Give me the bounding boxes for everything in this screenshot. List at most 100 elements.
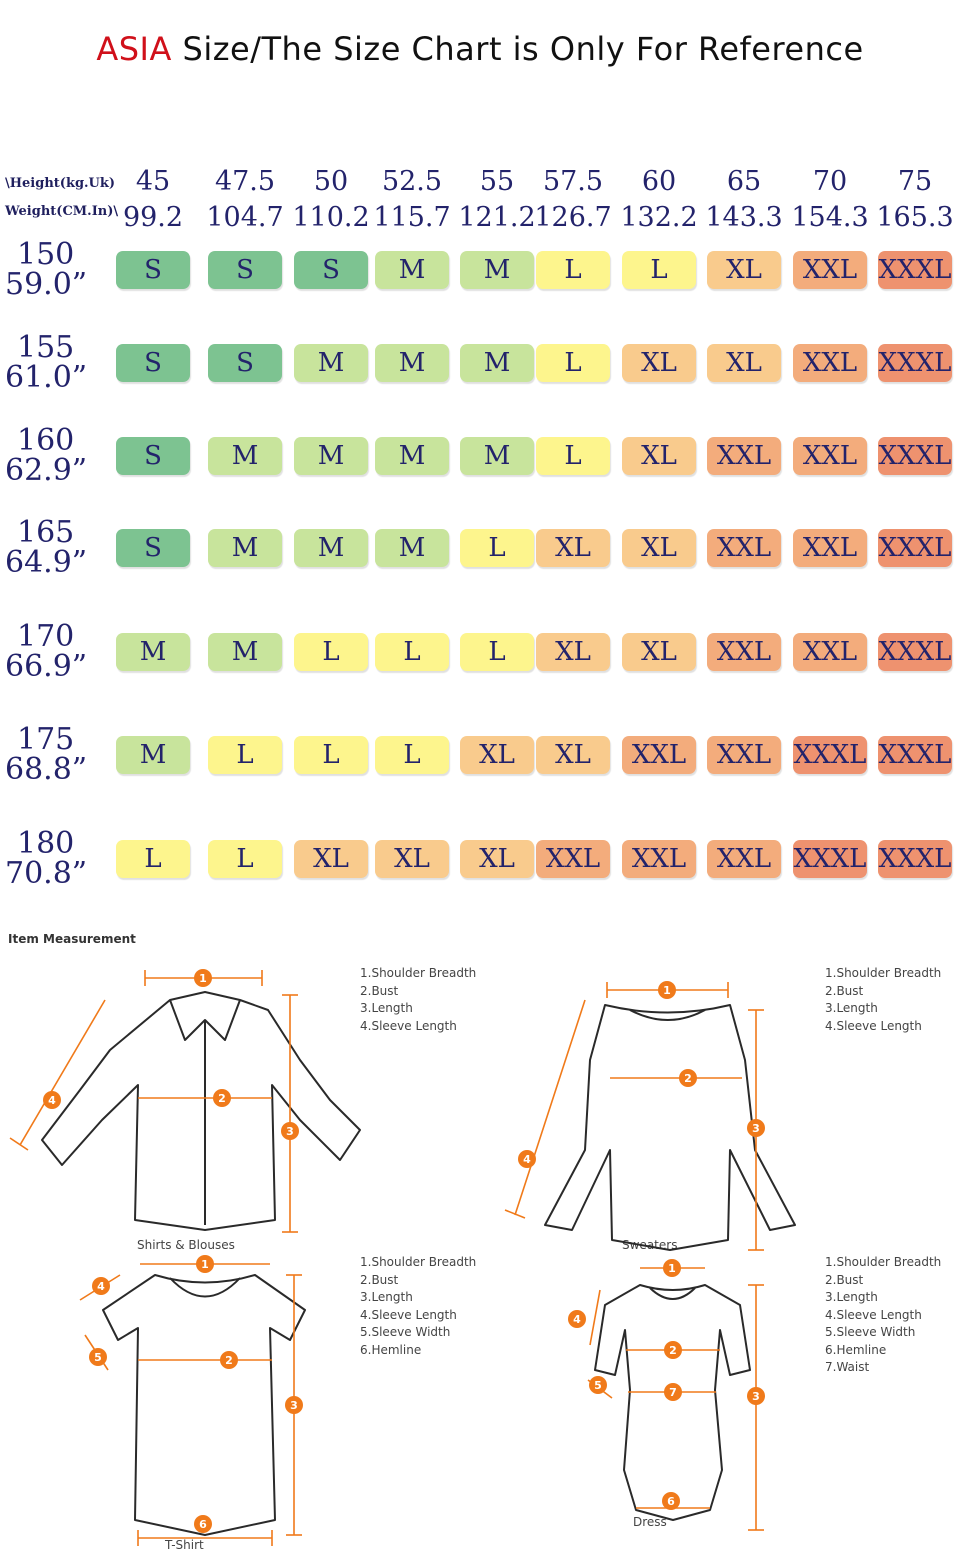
legend-item: 3.Length [825, 1001, 878, 1015]
weight-lb-label: 165.3 [876, 202, 954, 233]
page-title: ASIA Size/The Size Chart is Only For Ref… [0, 30, 960, 68]
size-cell: M [375, 344, 449, 382]
badge-1: 1 [663, 1259, 681, 1277]
badge-7: 7 [664, 1383, 682, 1401]
badge-6: 6 [194, 1515, 212, 1533]
badge-4: 4 [518, 1150, 536, 1168]
size-cell: XXL [793, 437, 867, 475]
badge-4: 4 [568, 1310, 586, 1328]
size-cell: M [116, 633, 190, 671]
size-cell: M [375, 529, 449, 567]
legend-item: 3.Length [825, 1290, 878, 1304]
svg-text:6: 6 [199, 1518, 207, 1531]
size-cell: M [294, 529, 368, 567]
badge-3: 3 [285, 1396, 303, 1414]
size-cell: L [208, 736, 282, 774]
size-cell: XXXL [878, 736, 952, 774]
legend-item: 3.Length [360, 1290, 413, 1304]
badge-5: 5 [589, 1376, 607, 1394]
size-cell: M [375, 437, 449, 475]
weight-lb-label: 121.2 [458, 202, 536, 233]
height-in: 66.9” [5, 649, 88, 684]
size-cell: L [460, 633, 534, 671]
height-header-label: \Height(kg.Uk) [5, 176, 116, 191]
svg-text:2: 2 [218, 1092, 226, 1105]
weight-kg-label: 50 [313, 166, 349, 197]
size-cell: XXL [707, 840, 781, 878]
size-cell: L [536, 251, 610, 289]
height-label: 160 62.9” [5, 426, 115, 486]
weight-kg-label: 70 [812, 166, 848, 197]
legend-item: 3.Length [360, 1001, 413, 1015]
size-cell: XXXL [878, 437, 952, 475]
size-cell: M [208, 529, 282, 567]
item-measurement-heading: Item Measurement [8, 932, 136, 946]
size-cell: XXL [707, 633, 781, 671]
svg-text:3: 3 [290, 1399, 298, 1412]
size-cell: XXXL [793, 736, 867, 774]
height-cm: 180 [17, 826, 75, 861]
size-cell: XXL [622, 736, 696, 774]
size-cell: XL [536, 633, 610, 671]
size-cell: L [375, 736, 449, 774]
weight-kg-label: 65 [726, 166, 762, 197]
legend-item: 5.Sleeve Width [825, 1325, 916, 1339]
size-cell: XXL [793, 633, 867, 671]
measurement-legend: 1.Shoulder Breadth 2.Bust 3.Length 4.Sleeve… [360, 1254, 476, 1359]
svg-text:1: 1 [663, 984, 671, 997]
svg-text:4: 4 [523, 1153, 531, 1166]
size-cell: XL [375, 840, 449, 878]
badge-1: 1 [196, 1255, 214, 1273]
legend-item: 1.Shoulder Breadth [825, 1255, 942, 1269]
weight-lb-label: 104.7 [206, 202, 284, 233]
svg-text:4: 4 [97, 1280, 105, 1293]
height-label: 165 64.9” [5, 518, 115, 578]
height-cm: 170 [17, 619, 75, 654]
svg-text:2: 2 [669, 1344, 677, 1357]
size-cell: XXL [622, 840, 696, 878]
size-cell: L [375, 633, 449, 671]
measurement-legend: 1.Shoulder Breadth 2.Bust 3.Length 4.Sleeve… [825, 1254, 941, 1377]
size-cell: M [460, 437, 534, 475]
size-cell: XL [460, 736, 534, 774]
badge-2: 2 [664, 1341, 682, 1359]
weight-kg-label: 45 [135, 166, 171, 197]
weight-lb-label: 99.2 [122, 202, 184, 233]
size-cell: M [375, 251, 449, 289]
garment-label: T-Shirt [165, 1538, 204, 1552]
size-cell: M [294, 344, 368, 382]
size-cell: L [536, 437, 610, 475]
height-cm: 175 [17, 722, 75, 757]
size-cell: S [116, 344, 190, 382]
size-cell: L [294, 633, 368, 671]
size-cell: M [460, 344, 534, 382]
svg-text:5: 5 [594, 1379, 602, 1392]
legend-item: 1.Shoulder Breadth [360, 1255, 477, 1269]
size-cell: S [116, 251, 190, 289]
svg-text:6: 6 [667, 1495, 675, 1508]
size-cell: XL [294, 840, 368, 878]
size-cell: L [294, 736, 368, 774]
weight-kg-label: 57.5 [542, 166, 604, 197]
size-cell: XXL [707, 529, 781, 567]
badge-3: 3 [747, 1387, 765, 1405]
title-highlight: ASIA [96, 30, 172, 68]
svg-text:1: 1 [201, 1258, 209, 1271]
svg-text:2: 2 [684, 1072, 692, 1085]
badge-1: 1 [194, 969, 212, 987]
size-cell: M [460, 251, 534, 289]
size-cell: XXXL [878, 529, 952, 567]
badge-6: 6 [662, 1492, 680, 1510]
badge-5: 5 [89, 1348, 107, 1366]
legend-item: 2.Bust [360, 1272, 399, 1287]
weight-kg-label: 60 [641, 166, 677, 197]
weight-lb-label: 110.2 [292, 202, 370, 233]
svg-text:4: 4 [48, 1094, 56, 1107]
legend-item: 6.Hemline [825, 1342, 887, 1357]
svg-text:3: 3 [752, 1390, 760, 1403]
height-label: 175 68.8” [5, 725, 115, 785]
height-label: 170 66.9” [5, 622, 115, 682]
height-in: 61.0” [5, 360, 88, 395]
badge-4: 4 [92, 1277, 110, 1295]
weight-lb-label: 115.7 [373, 202, 451, 233]
